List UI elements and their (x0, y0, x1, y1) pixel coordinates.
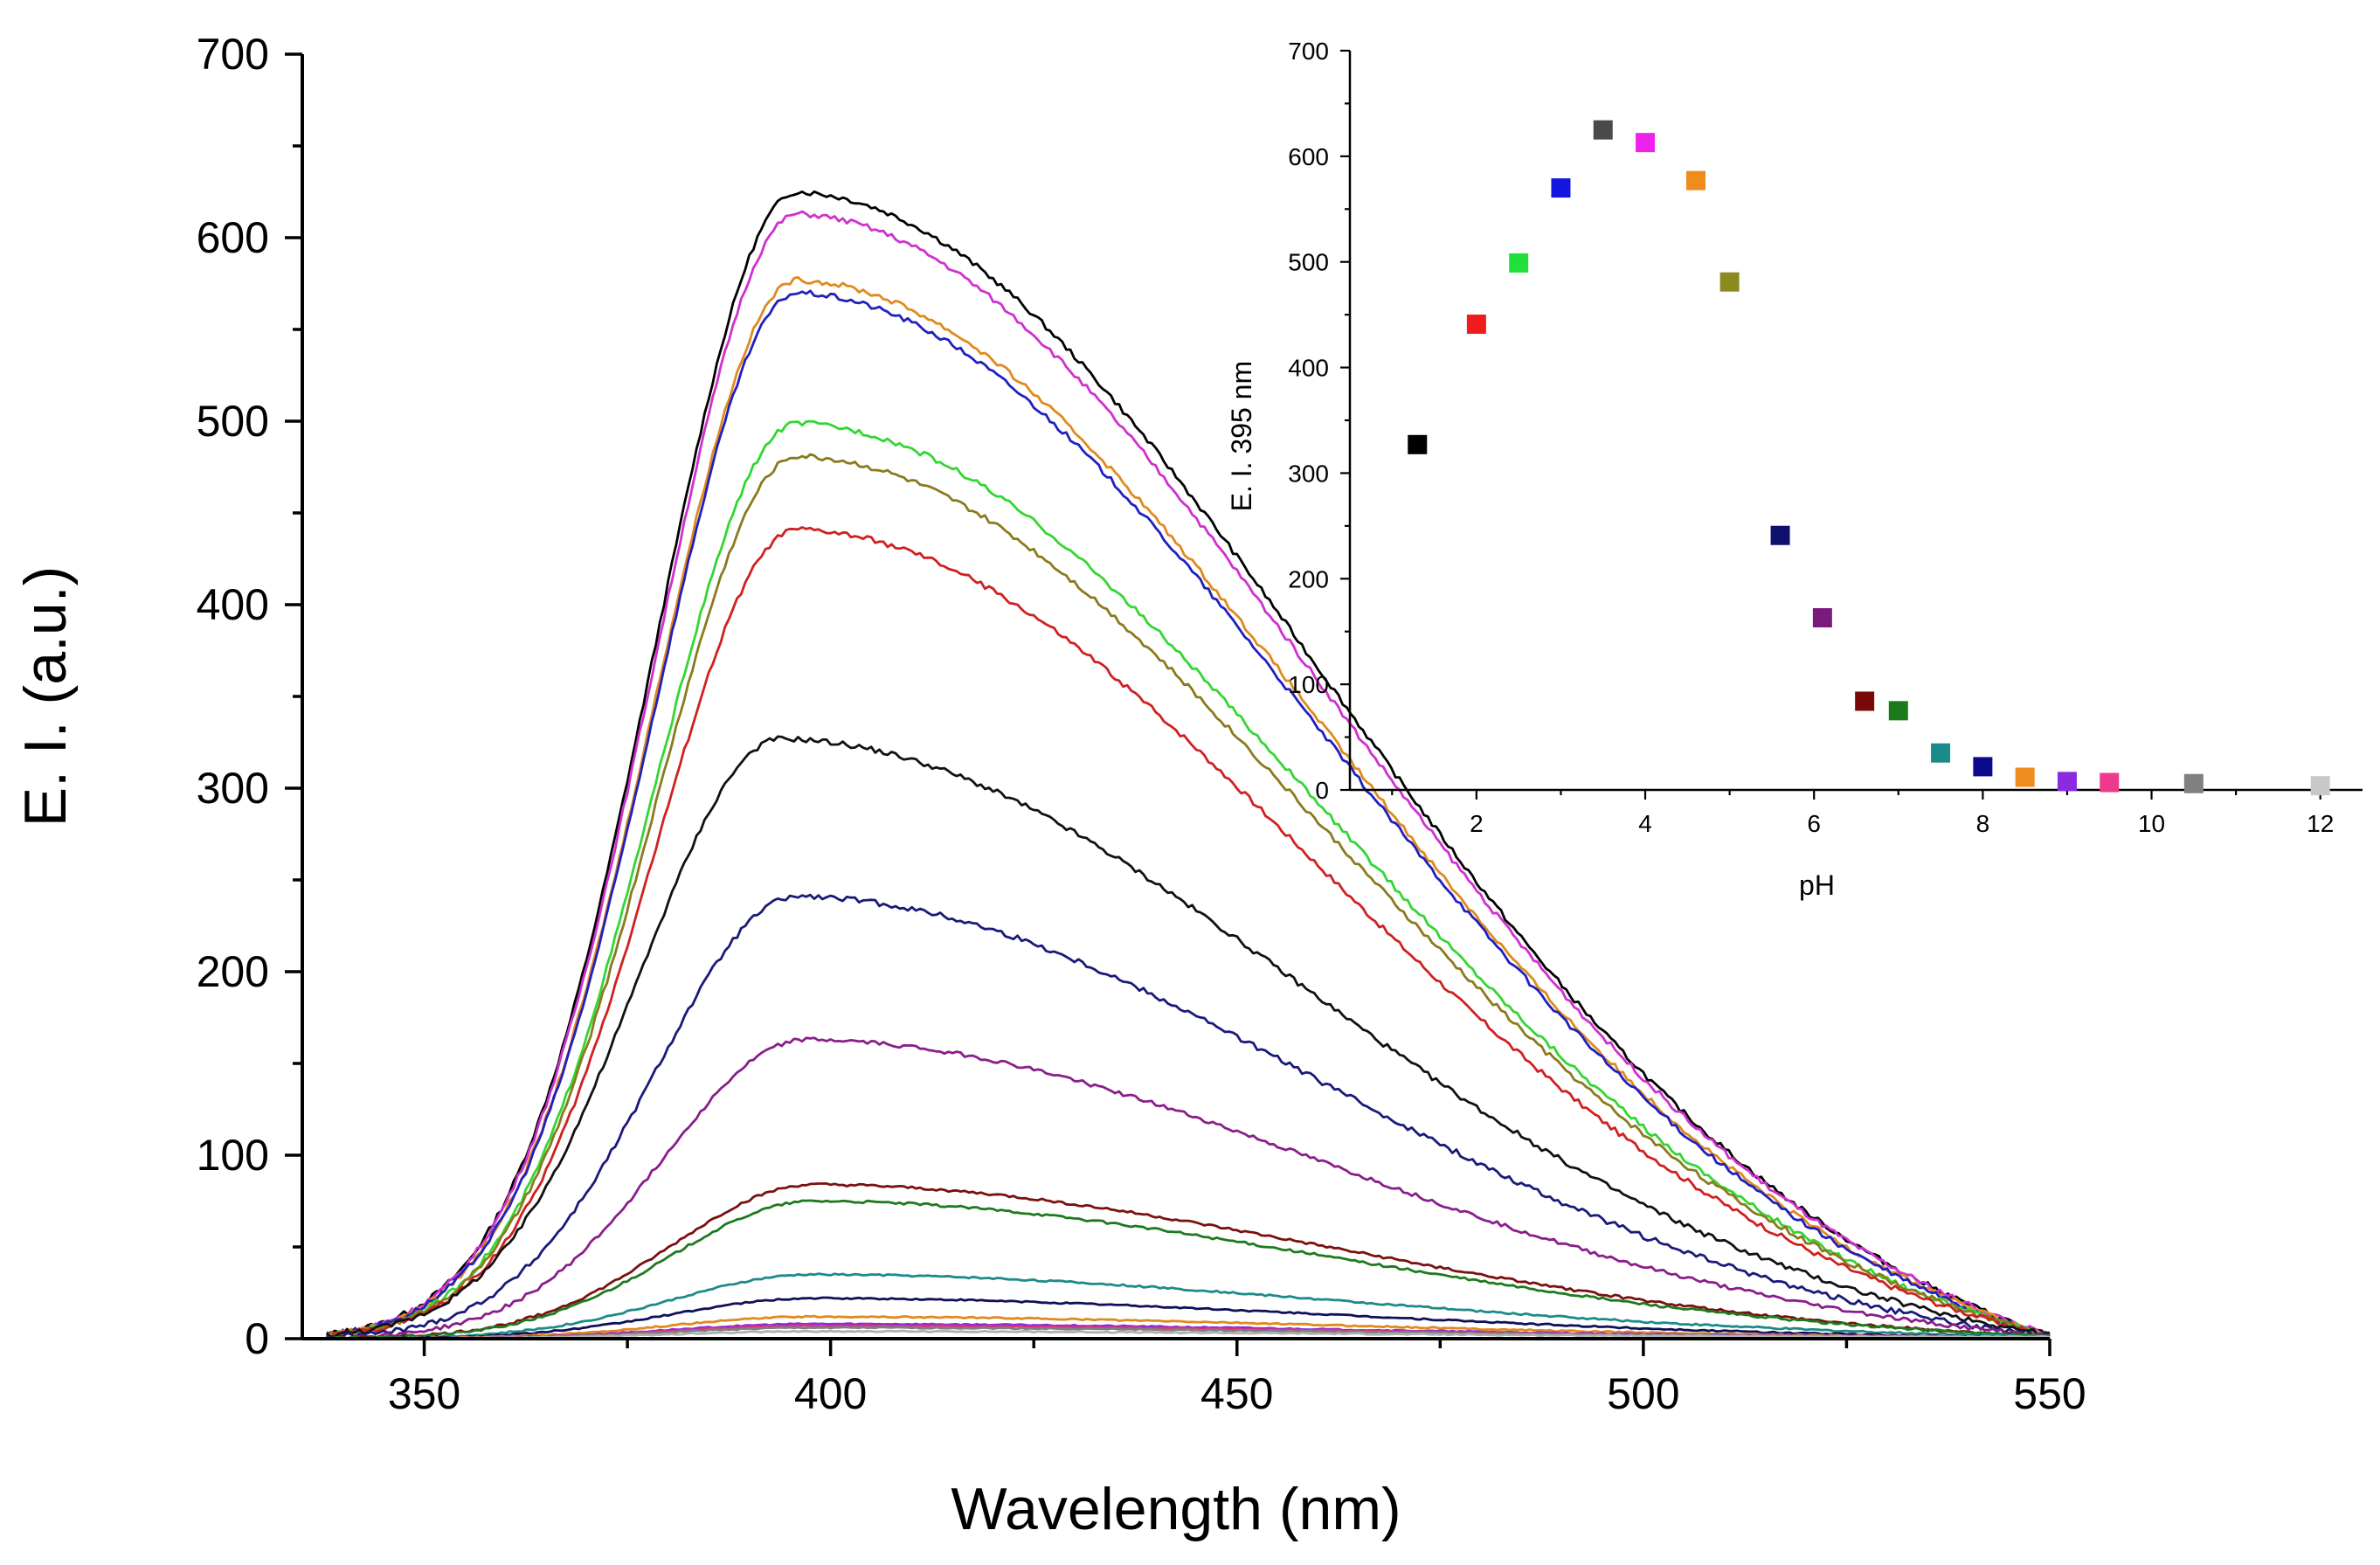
main-y-ticks: 0 100 200 300 400 500 600 700 (197, 30, 302, 1363)
inset-x-tick-label: 10 (2138, 810, 2165, 837)
main-y-axis-label: E. I. (a.u.) (12, 566, 79, 828)
inset-y-tick-label: 200 (1288, 565, 1329, 592)
spectrum-line (326, 289, 2051, 1338)
inset-y-axis-label: E. I. 395 nm (1226, 361, 1257, 512)
inset-data-point (1855, 691, 1875, 711)
main-y-tick-label: 400 (197, 580, 269, 629)
spectrum-line (325, 419, 2051, 1338)
inset-y-tick-label: 500 (1288, 249, 1329, 276)
inset-data-point (2015, 767, 2035, 787)
inset-data-point (1636, 133, 1656, 153)
inset-data-point (1685, 170, 1705, 190)
spectra-curves (325, 190, 2051, 1340)
spectrum-line (326, 1036, 2051, 1340)
inset-y-tick-label: 100 (1288, 671, 1329, 698)
main-x-axis-label: Wavelength (nm) (951, 1476, 1401, 1542)
inset-data-point (2183, 773, 2204, 793)
inset-data-point (1812, 608, 1832, 628)
main-y-tick-label: 700 (197, 30, 269, 79)
inset-data-point (1973, 757, 1993, 777)
inset-y-ticks: 0 100 200 300 400 500 600 700 (1288, 38, 1350, 804)
spectrum-line (326, 893, 2051, 1340)
spectrum-line (326, 1329, 2051, 1340)
inset-x-tick-label: 4 (1638, 810, 1652, 837)
main-axes (301, 54, 2050, 1340)
spectrum-line (326, 276, 2051, 1338)
inset-data-point (2057, 772, 2077, 792)
inset-data-point (2310, 776, 2330, 796)
spectrum-line (325, 526, 2051, 1339)
spectrum-line (326, 1199, 2051, 1340)
spectrum-line (326, 1296, 2051, 1340)
spectrum-line (326, 1182, 2051, 1340)
inset-scatter-plot: 2 4 6 8 10 12 0 100 200 300 400 500 600 700 pH E. I.… (1226, 38, 2363, 901)
inset-x-tick-label: 6 (1807, 810, 1821, 837)
inset-x-tick-label: 8 (1976, 810, 1990, 837)
inset-data-point (2100, 772, 2120, 793)
inset-data-point (1593, 120, 1613, 140)
main-y-tick-label: 500 (197, 397, 269, 446)
inset-x-tick-label: 12 (2307, 810, 2334, 837)
main-x-tick-label: 350 (388, 1369, 460, 1418)
inset-y-tick-label: 0 (1315, 777, 1329, 804)
spectrum-line (326, 735, 2051, 1339)
main-y-tick-label: 300 (197, 764, 269, 813)
inset-data-point (1408, 434, 1428, 454)
inset-data-point (1770, 525, 1790, 545)
spectrum-line (325, 453, 2051, 1339)
spectrum-line (326, 190, 2051, 1337)
main-x-tick-label: 550 (2013, 1369, 2086, 1418)
main-spectra-plot: 350 400 450 500 550 0 100 200 300 400 500 600 700 W… (12, 30, 2086, 1542)
main-x-tick-label: 400 (794, 1369, 867, 1418)
inset-axes (1348, 51, 2363, 792)
main-x-ticks: 350 400 450 500 550 (388, 1339, 2086, 1418)
inset-data-point (1931, 743, 1951, 763)
inset-data-point (1719, 272, 1740, 292)
spectrum-line (326, 1272, 2051, 1340)
inset-points (1408, 120, 2330, 796)
inset-y-tick-label: 400 (1288, 355, 1329, 382)
main-y-tick-label: 200 (197, 947, 269, 996)
inset-y-tick-label: 700 (1288, 38, 1329, 65)
inset-y-tick-label: 600 (1288, 143, 1329, 170)
main-x-tick-label: 500 (1607, 1369, 1679, 1418)
main-y-tick-label: 600 (197, 213, 269, 262)
main-y-tick-label: 0 (245, 1314, 269, 1363)
inset-data-point (1509, 253, 1529, 273)
inset-x-tick-label: 2 (1470, 810, 1484, 837)
main-y-tick-label: 100 (197, 1131, 269, 1180)
inset-data-point (1466, 315, 1486, 335)
inset-x-ticks: 2 4 6 8 10 12 (1391, 790, 2334, 837)
inset-x-axis-label: pH (1799, 869, 1835, 901)
main-x-tick-label: 450 (1200, 1369, 1273, 1418)
inset-data-point (1888, 701, 1908, 721)
inset-y-tick-label: 300 (1288, 460, 1329, 487)
spectrum-line (326, 210, 2051, 1337)
inset-data-point (1551, 178, 1571, 198)
